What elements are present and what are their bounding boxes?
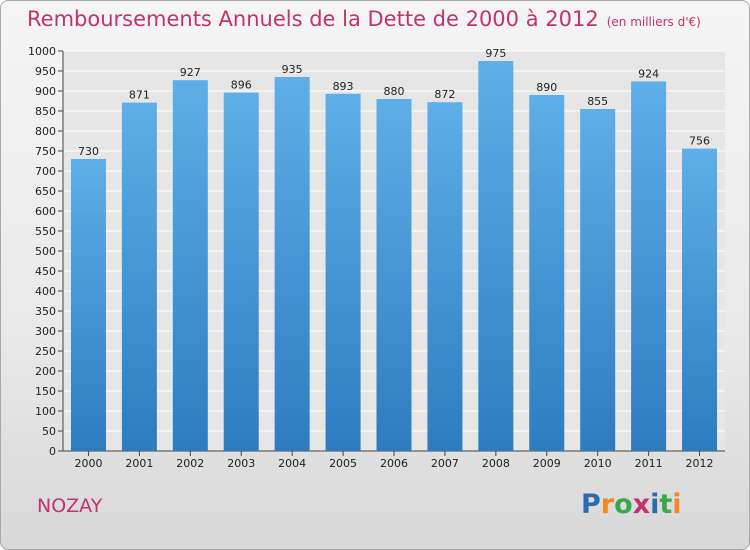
data-label: 855 <box>587 95 608 108</box>
data-label: 975 <box>485 47 506 60</box>
y-tick-label: 200 <box>35 365 56 378</box>
y-tick-label: 50 <box>42 425 56 438</box>
y-tick-label: 100 <box>35 405 56 418</box>
bar <box>325 93 361 452</box>
chart-title-text: Remboursements Annuels de la Dette de 20… <box>27 7 599 31</box>
x-tick-label: 2010 <box>584 457 612 470</box>
y-tick-label: 950 <box>35 65 56 78</box>
bar <box>529 95 565 451</box>
y-tick-label: 450 <box>35 265 56 278</box>
y-tick-label: 350 <box>35 305 56 318</box>
y-tick-label: 400 <box>35 285 56 298</box>
data-label: 730 <box>78 145 99 158</box>
data-label: 927 <box>180 66 201 79</box>
y-tick-label: 250 <box>35 345 56 358</box>
data-label: 924 <box>638 67 659 80</box>
bar <box>223 92 259 451</box>
bar <box>274 77 310 451</box>
y-tick-label: 1000 <box>28 45 56 58</box>
bar <box>427 102 463 451</box>
x-tick-label: 2003 <box>227 457 255 470</box>
logo-letter: r <box>600 489 615 520</box>
data-label: 880 <box>384 85 405 98</box>
y-tick-label: 800 <box>35 125 56 138</box>
logo-letter: t <box>659 489 673 520</box>
x-tick-label: 2002 <box>176 457 204 470</box>
x-tick-label: 2004 <box>278 457 306 470</box>
y-tick-label: 600 <box>35 205 56 218</box>
data-label: 871 <box>129 89 150 102</box>
logo-letter: P <box>581 489 601 520</box>
data-label: 896 <box>231 79 252 92</box>
y-tick-label: 750 <box>35 145 56 158</box>
logo-letter: i <box>672 489 682 520</box>
logo-letter: o <box>614 489 633 520</box>
bar <box>70 159 106 451</box>
data-label: 756 <box>689 135 710 148</box>
y-tick-label: 300 <box>35 325 56 338</box>
bar <box>478 61 514 451</box>
bar <box>172 80 208 451</box>
bar <box>376 99 412 451</box>
y-tick-label: 850 <box>35 105 56 118</box>
city-name: NOZAY <box>37 495 103 517</box>
x-tick-label: 2011 <box>635 457 663 470</box>
y-tick-label: 650 <box>35 185 56 198</box>
y-tick-label: 900 <box>35 85 56 98</box>
x-tick-label: 2007 <box>431 457 459 470</box>
y-tick-label: 500 <box>35 245 56 258</box>
data-label: 893 <box>333 80 354 93</box>
y-tick-label: 550 <box>35 225 56 238</box>
x-tick-label: 2012 <box>686 457 714 470</box>
bar <box>631 81 667 452</box>
y-tick-label: 0 <box>49 445 56 458</box>
data-label: 890 <box>536 81 557 94</box>
chart-title: Remboursements Annuels de la Dette de 20… <box>27 7 701 31</box>
x-tick-label: 2009 <box>533 457 561 470</box>
data-label: 872 <box>434 88 455 101</box>
proxiti-logo: Proxiti <box>581 489 682 520</box>
x-tick-label: 2001 <box>125 457 153 470</box>
data-label: 935 <box>282 63 303 76</box>
bar <box>682 148 718 451</box>
y-tick-label: 150 <box>35 385 56 398</box>
y-tick-label: 700 <box>35 165 56 178</box>
bar <box>580 109 616 451</box>
logo-letter: i <box>650 489 660 520</box>
bar <box>121 102 157 451</box>
logo-letter: x <box>632 489 651 520</box>
chart-subtitle: (en milliers d'€) <box>606 15 701 29</box>
x-tick-label: 2000 <box>74 457 102 470</box>
x-tick-label: 2008 <box>482 457 510 470</box>
x-tick-label: 2005 <box>329 457 357 470</box>
x-tick-label: 2006 <box>380 457 408 470</box>
